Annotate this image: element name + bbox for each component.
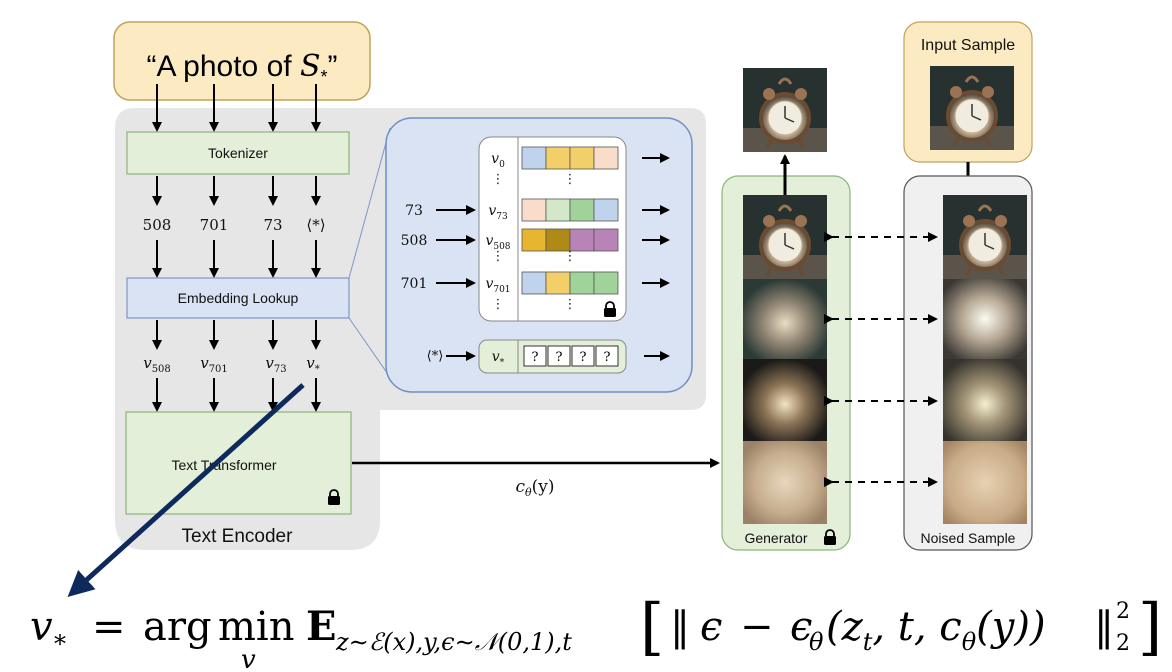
svg-text:‖: ‖ xyxy=(670,604,690,650)
svg-text:v: v xyxy=(30,604,53,650)
embedding-cell xyxy=(593,146,619,170)
correspondence-arrows xyxy=(824,232,938,487)
embedding-cell xyxy=(545,198,571,222)
objective-formula: v * = arg min v E z∼ℰ(x),y,ϵ∼𝒩(0,1),t [ … xyxy=(30,590,1162,672)
svg-text:‖: ‖ xyxy=(1094,604,1114,650)
lookup-row-vector: v0 xyxy=(491,151,505,170)
prompt-text: “A photo of S*” xyxy=(146,49,337,87)
generator-label: Generator xyxy=(744,530,807,546)
text-transformer-label: Text Transformer xyxy=(171,457,276,473)
embedding-cell xyxy=(545,271,571,295)
tokenizer-box xyxy=(126,131,350,175)
embedding-cell xyxy=(521,271,547,295)
unknown-cell-label: ? xyxy=(580,350,587,365)
svg-text:z∼ℰ(x),y,ϵ∼𝒩(0,1),t: z∼ℰ(x),y,ϵ∼𝒩(0,1),t xyxy=(335,628,572,656)
lookup-row-vector: v701 xyxy=(485,276,510,295)
embedding-vector: v73 xyxy=(265,354,286,375)
generator-frames xyxy=(741,193,829,524)
svg-text:=: = xyxy=(92,604,126,650)
embedding-cell xyxy=(521,198,547,222)
embedding-cell xyxy=(569,146,595,170)
unknown-cell-label: ? xyxy=(556,350,563,365)
svg-text:ϵ: ϵ xyxy=(790,604,812,650)
noised-frames xyxy=(941,193,1029,524)
input-sample-image xyxy=(928,64,1016,152)
tokenizer-label: Tokenizer xyxy=(208,145,268,161)
embedding-cell xyxy=(569,228,595,252)
token-placeholder: ⟨*⟩ xyxy=(306,216,325,234)
lookup-row-vector: v73 xyxy=(488,203,508,222)
text-transformer-box xyxy=(125,411,352,515)
noised-sample-label: Noised Sample xyxy=(921,530,1016,546)
lookup-row-input: 701 xyxy=(401,276,428,292)
unknown-cell xyxy=(523,345,547,367)
embedding-vector: v508 xyxy=(143,354,171,375)
input-sample-label: Input Sample xyxy=(921,37,1015,54)
embedding-cell xyxy=(593,228,619,252)
embedding-cell xyxy=(593,271,619,295)
embedding-cell xyxy=(569,271,595,295)
ellipsis: ⋮ xyxy=(492,297,505,312)
token-id: 508 xyxy=(143,216,172,234)
lookup-placeholder-input: ⟨*⟩ xyxy=(427,349,444,364)
svg-text:min: min xyxy=(218,604,294,650)
embedding-cell xyxy=(545,228,571,252)
svg-text:]: ] xyxy=(1138,590,1162,663)
unknown-cell xyxy=(595,345,619,367)
svg-text:v: v xyxy=(241,645,256,672)
svg-text:[: [ xyxy=(640,590,664,663)
new-token-vector: v* xyxy=(492,349,505,368)
unknown-cell xyxy=(571,345,595,367)
embedding-cell xyxy=(521,228,547,252)
prompt-box xyxy=(113,21,371,101)
unknown-cell xyxy=(547,345,571,367)
prompt-arrows xyxy=(152,84,321,132)
unknown-cell-label: ? xyxy=(532,350,539,365)
ellipsis: ⋮ xyxy=(492,249,505,264)
svg-text:arg: arg xyxy=(143,604,212,650)
embedding-cell xyxy=(593,198,619,222)
ellipsis: ⋮ xyxy=(564,172,577,187)
embedding-cell xyxy=(569,198,595,222)
embedding-lookup-label: Embedding Lookup xyxy=(178,290,299,306)
lookup-rows: v0 v73 73 v508 508 v701 701 ⋮ ⋮ ⋮ ⋮ ⋮ ⋮ xyxy=(401,146,670,312)
lookup-row-input: 508 xyxy=(401,233,428,249)
ellipsis: ⋮ xyxy=(564,297,577,312)
embedding-cell xyxy=(521,146,547,170)
embedding-cell xyxy=(545,146,571,170)
token-id: 73 xyxy=(263,216,282,234)
svg-text:θ: θ xyxy=(809,628,824,656)
embedding-vector: v701 xyxy=(200,354,228,375)
embedding-lookup-box xyxy=(126,277,350,319)
unknown-cell-label: ? xyxy=(604,350,611,365)
svg-text:E: E xyxy=(306,603,337,650)
svg-text:−: − xyxy=(740,604,774,650)
svg-text:(zt, t, cθ(y)): (zt, t, cθ(y)) xyxy=(826,604,1046,656)
token-id: 701 xyxy=(200,216,229,234)
ellipsis: ⋮ xyxy=(492,172,505,187)
conditioning-label: cθ(y) xyxy=(515,477,554,499)
lookup-row-vector: v508 xyxy=(485,233,510,252)
output-image xyxy=(741,66,829,154)
lookup-row-input: 73 xyxy=(405,203,423,219)
ellipsis: ⋮ xyxy=(564,249,577,264)
svg-text:ϵ: ϵ xyxy=(700,604,722,650)
svg-text:2: 2 xyxy=(1116,599,1130,624)
svg-text:2: 2 xyxy=(1116,631,1130,656)
svg-text:*: * xyxy=(54,630,66,658)
text-encoder-label: Text Encoder xyxy=(182,526,294,547)
navy-arrow xyxy=(67,383,305,598)
embedding-vector-star: v* xyxy=(306,354,319,375)
